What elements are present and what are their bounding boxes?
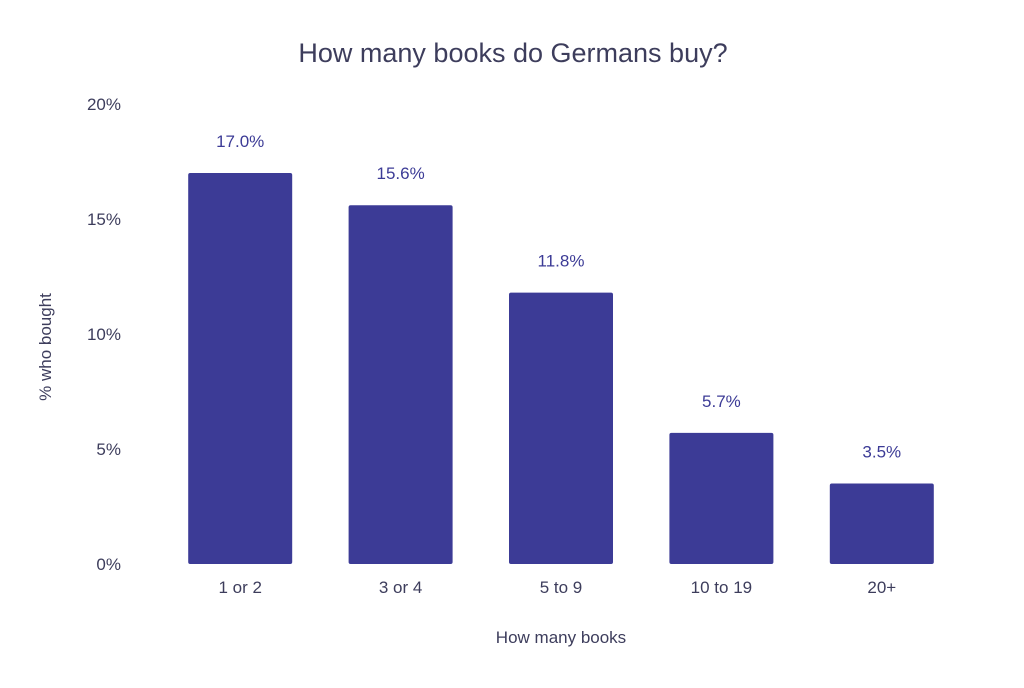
bar-value-label: 15.6% (376, 164, 424, 183)
chart-title: How many books do Germans buy? (298, 38, 727, 68)
data-labels-group: 17.0% 15.6% 11.8% 5.7% 3.5% (216, 132, 901, 462)
x-tick-label: 3 or 4 (379, 578, 422, 597)
bar (829, 483, 934, 564)
y-axis-ticks: 0% 5% 10% 15% 20% (87, 95, 121, 574)
y-tick-label: 20% (87, 95, 121, 114)
bar (669, 432, 774, 564)
bar-value-label: 3.5% (862, 443, 901, 462)
x-axis-ticks: 1 or 2 3 or 4 5 to 9 10 to 19 20+ (218, 578, 896, 597)
x-tick-label: 1 or 2 (218, 578, 261, 597)
bar (509, 292, 613, 564)
bar-value-label: 5.7% (702, 392, 741, 411)
y-tick-label: 0% (96, 555, 121, 574)
x-tick-label: 5 to 9 (540, 578, 583, 597)
y-axis-label: % who bought (36, 293, 55, 401)
bar-value-label: 11.8% (538, 252, 585, 271)
bars-group (188, 173, 934, 564)
x-tick-label: 10 to 19 (691, 578, 752, 597)
y-tick-label: 15% (87, 210, 121, 229)
x-tick-label: 20+ (867, 578, 896, 597)
bar (348, 205, 453, 564)
bar-value-label: 17.0% (216, 132, 264, 151)
x-axis-label: How many books (496, 628, 626, 647)
bar (188, 173, 293, 564)
y-tick-label: 10% (87, 325, 121, 344)
y-tick-label: 5% (96, 440, 121, 459)
